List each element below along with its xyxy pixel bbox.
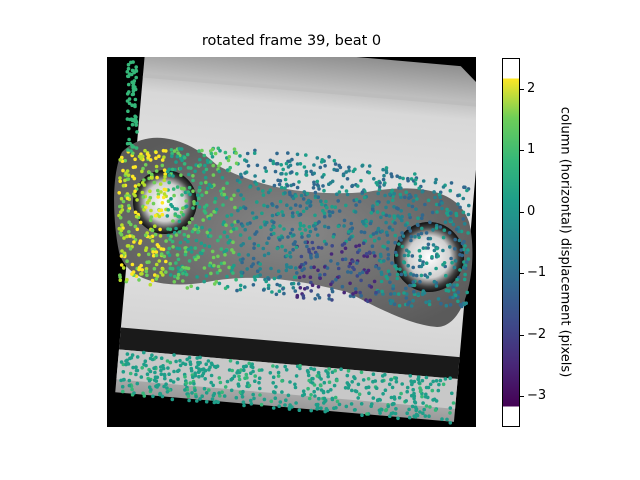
colorbar-tick-label: 0 xyxy=(527,203,536,219)
colorbar-tick-label: 2 xyxy=(527,80,536,96)
tissue-image xyxy=(107,57,476,427)
colorbar xyxy=(502,58,520,427)
colorbar-tick-mark xyxy=(520,273,524,275)
colorbar-tick-mark xyxy=(520,88,524,90)
colorbar-tick-label: 1 xyxy=(527,142,536,158)
colorbar-label: column (horizontal) displacement (pixels… xyxy=(557,106,573,378)
colorbar-tick-mark xyxy=(520,396,524,398)
figure-title: rotated frame 39, beat 0 xyxy=(201,33,382,49)
colorbar-tick-mark xyxy=(520,150,524,152)
tissue-image-panel xyxy=(107,57,476,427)
colorbar-tick-label: −2 xyxy=(527,326,547,342)
colorbar-tick-label: −3 xyxy=(527,388,547,404)
colorbar-tick-mark xyxy=(520,211,524,213)
colorbar-tick-mark xyxy=(520,334,524,336)
colorbar-tick-label: −1 xyxy=(527,265,547,281)
